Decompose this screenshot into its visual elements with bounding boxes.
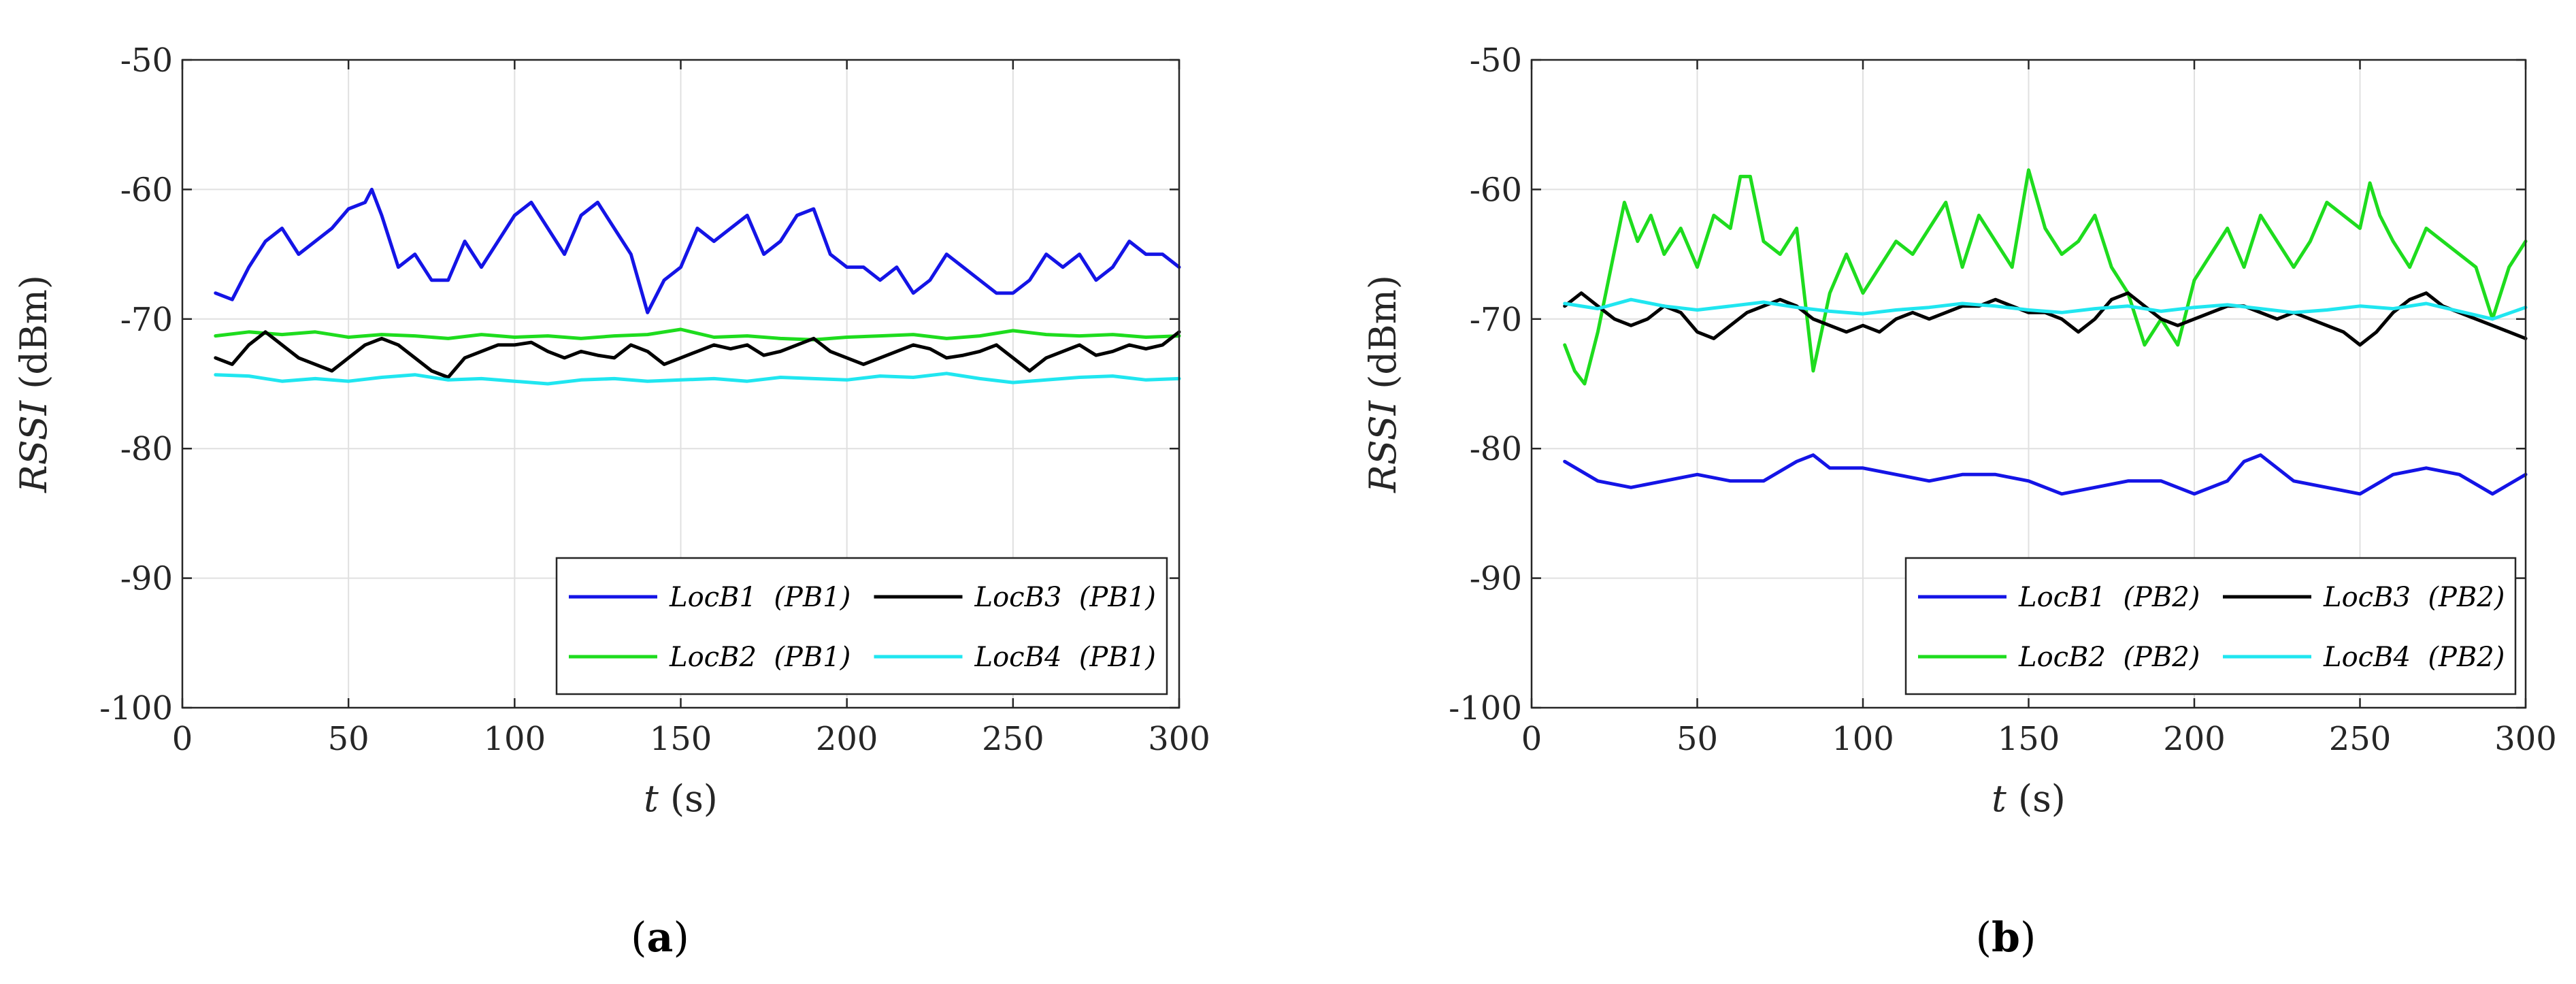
x-tick-label: 200 [2163,720,2226,758]
y-axis-label-var: RSSI [12,399,55,493]
x-axis-label-unit: (s) [670,777,718,820]
chart-panel-a: 0 50 100 150 200 250 300 -50 -60 -70 -80 -90 -100 t (… [12,42,1210,962]
x-tick-label: 50 [328,720,369,758]
legend-box [555,557,1168,695]
x-tick-label: 150 [650,720,712,758]
legend-tag: (PB2) [2428,642,2505,673]
y-tick-label: -60 [120,171,173,209]
y-axis-label-unit: (dBm) [1361,275,1404,389]
panel-caption: (a) [631,914,689,962]
legend-tag: (PB1) [774,582,851,613]
x-tick-label: 250 [982,720,1044,758]
legend-tag: (PB1) [1079,642,1156,673]
legend-tag: (PB2) [2123,642,2200,673]
legend-entry-locb2: LocB2 (PB2) [2018,642,2200,673]
x-tick-label: 100 [484,720,546,758]
series-line-locb1 [1563,453,2528,496]
y-tick-label: -70 [120,301,173,339]
legend-name: LocB3 [974,582,1062,613]
legend-tag: (PB1) [774,642,851,673]
series-line-locb2 [1563,168,2528,386]
y-axis-label: RSSI (dBm) [1361,275,1404,493]
y-tick-label: -100 [99,689,173,727]
y-tick-label: -90 [1470,560,1522,598]
y-tick-label: -50 [1470,42,1522,80]
legend-entry-locb2: LocB2 (PB1) [669,642,851,673]
y-axis-label-var: RSSI [1361,399,1404,493]
x-tick-label: 300 [2494,720,2557,758]
x-tick-label: 150 [1998,720,2060,758]
legend: LocB1 (PB1) LocB3 (PB1)LocB2 (PB1) LocB4 (… [555,557,1168,695]
legend-tag: (PB1) [1079,582,1156,613]
legend-tag: (PB2) [2428,582,2505,613]
y-tick-label: -80 [1470,430,1522,468]
legend-entry-locb4: LocB4 (PB2) [2323,642,2505,673]
legend: LocB1 (PB2) LocB3 (PB2)LocB2 (PB2) LocB4 (… [1904,557,2517,695]
y-tick-label: -80 [120,430,173,468]
y-tick-label: -100 [1449,689,1522,727]
series-line-locb4 [214,372,1181,386]
x-tick-label: 50 [1677,720,1718,758]
legend-entry-locb1: LocB1 (PB2) [2018,582,2200,613]
legend-name: LocB1 [669,582,757,613]
legend-name: LocB4 [974,642,1062,673]
legend-entry-locb1: LocB1 (PB1) [669,582,851,613]
series-line-locb4 [1563,297,2528,321]
y-axis-label: RSSI (dBm) [12,275,55,493]
x-axis-label-var: t [644,777,659,820]
legend-tag: (PB2) [2123,582,2200,613]
x-axis-label-var: t [1992,777,2007,820]
legend-box [1904,557,2517,695]
y-axis-label-unit: (dBm) [12,275,55,389]
legend-name: LocB1 [2018,582,2106,613]
x-axis-label: t (s) [1992,777,2066,820]
chart-panel-b: 0 50 100 150 200 250 300 -50 -60 -70 -80 -90 -100 t (… [1361,42,2557,962]
series-line-locb2 [214,327,1181,342]
legend-entry-locb3: LocB3 (PB2) [2323,582,2505,613]
legend-name: LocB4 [2323,642,2411,673]
x-tick-label: 300 [1148,720,1210,758]
x-tick-label: 100 [1832,720,1894,758]
y-tick-label: -60 [1470,171,1522,209]
legend-entry-locb3: LocB3 (PB1) [974,582,1156,613]
x-axis-label-unit: (s) [2018,777,2066,820]
x-axis-label: t (s) [644,777,718,820]
y-tick-label: -70 [1470,301,1522,339]
y-tick-label: -90 [120,560,173,598]
panel-caption-letter: b [1992,914,2020,962]
x-tick-label: 0 [172,720,193,758]
legend-name: LocB3 [2323,582,2411,613]
panel-caption-letter: a [647,914,674,962]
panel-caption: (b) [1976,914,2036,962]
x-tick-label: 0 [1521,720,1542,758]
x-tick-label: 200 [816,720,878,758]
legend-name: LocB2 [669,642,757,673]
y-tick-label: -50 [120,42,173,80]
series-line-locb3 [214,330,1181,379]
legend-entry-locb4: LocB4 (PB1) [974,642,1156,673]
series-line-locb1 [214,187,1181,314]
x-tick-label: 250 [2329,720,2392,758]
legend-name: LocB2 [2018,642,2106,673]
